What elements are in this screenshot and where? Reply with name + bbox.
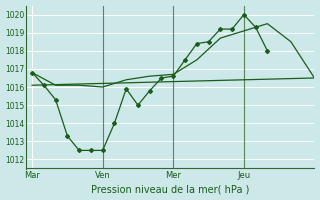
X-axis label: Pression niveau de la mer( hPa ): Pression niveau de la mer( hPa ) <box>91 184 250 194</box>
